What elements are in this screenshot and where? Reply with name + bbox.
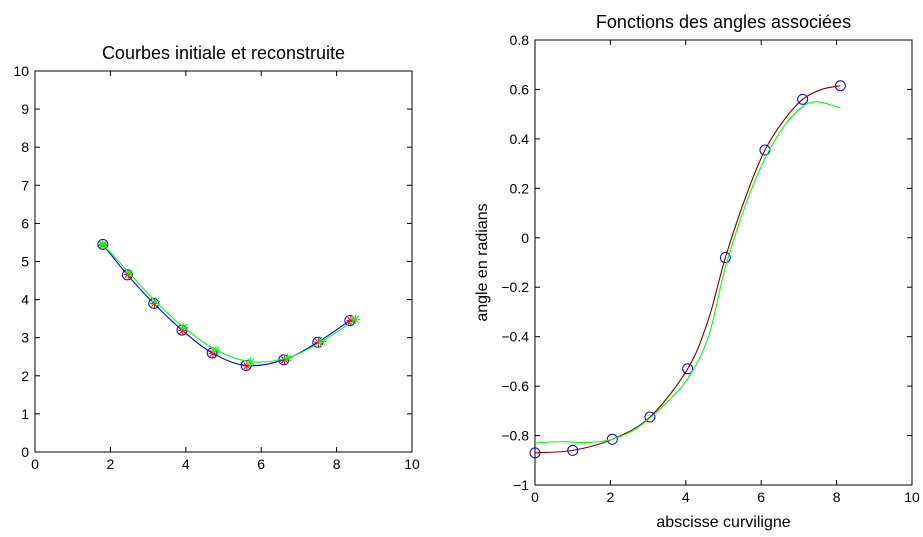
y-tick-label: −0.2 <box>501 279 529 295</box>
star-stroke <box>125 269 133 277</box>
y-tick-label: 8 <box>21 139 29 155</box>
data-point-star <box>98 239 108 249</box>
chart-angles: Fonctions des angles associées 0 2 4 6 8 10 −1 −… <box>474 12 920 531</box>
y-tick-label: 4 <box>21 292 29 308</box>
y-tick-label: 1 <box>21 406 29 422</box>
data-point-star <box>350 314 360 324</box>
x-tick-label: 0 <box>531 489 539 505</box>
data-point-star <box>179 322 189 332</box>
data-point-circle <box>682 363 694 375</box>
star-stroke <box>247 358 255 366</box>
y-tick-label: −0.6 <box>501 378 529 394</box>
data-point-star <box>246 357 256 367</box>
y-tick-label: 0 <box>521 230 529 246</box>
star-stroke <box>99 240 107 248</box>
y-tick-label: 3 <box>21 330 29 346</box>
x-tick-label: 8 <box>833 489 841 505</box>
star-stroke <box>152 297 160 306</box>
data-point-star <box>317 337 327 347</box>
y-tick-label: 10 <box>13 63 29 79</box>
chart-curves: Courbes initiale et reconstruite 0 2 4 6 8 10 0… <box>13 43 420 472</box>
star-stroke <box>180 323 188 331</box>
y-tick-label: 0.6 <box>510 81 530 97</box>
y-tick-label: 2 <box>21 368 29 384</box>
x-tick-label: 6 <box>757 489 765 505</box>
x-tick-label: 4 <box>182 456 190 472</box>
y-tick-label: −1 <box>513 477 529 493</box>
chart-title: Fonctions des angles associées <box>596 12 851 32</box>
y-tick-label: 0.4 <box>510 131 530 147</box>
star-stroke <box>212 346 220 354</box>
y-tick-label: 6 <box>21 215 29 231</box>
x-tick-label: 10 <box>904 489 920 505</box>
data-point-circle <box>567 444 579 456</box>
data-point-circle <box>719 252 731 264</box>
data-point-circle <box>797 93 809 105</box>
data-point-circle <box>606 433 618 445</box>
chart-title: Courbes initiale et reconstruite <box>102 43 345 63</box>
star-stroke <box>317 337 326 346</box>
data-point-star <box>151 297 161 307</box>
x-tick-label: 2 <box>607 489 615 505</box>
star-stroke <box>351 315 359 323</box>
data-point-circle <box>834 80 846 92</box>
data-point-star <box>283 353 293 363</box>
y-tick-label: 7 <box>21 177 29 193</box>
x-tick-label: 8 <box>333 456 341 472</box>
data-point-star <box>211 345 221 355</box>
y-tick-label: −0.4 <box>501 329 529 345</box>
y-tick-label: −0.8 <box>501 428 529 444</box>
data-point-circle <box>644 411 656 423</box>
y-tick-label: 0 <box>21 444 29 460</box>
axes-box <box>34 70 413 453</box>
x-tick-label: 0 <box>31 456 39 472</box>
series-line <box>534 101 841 444</box>
y-axis-label: angle en radians <box>474 203 491 321</box>
x-axis-label: abscisse curviligne <box>656 514 790 531</box>
y-tick-label: 5 <box>21 254 29 270</box>
y-tick-label: 0.2 <box>510 180 530 196</box>
x-tick-label: 2 <box>107 456 115 472</box>
y-tick-label: 0.8 <box>510 32 530 48</box>
star-stroke <box>284 354 292 362</box>
y-tick-label: 9 <box>21 101 29 117</box>
x-tick-label: 4 <box>682 489 690 505</box>
x-tick-label: 6 <box>257 456 265 472</box>
star-stroke <box>347 317 355 325</box>
data-point-star <box>124 268 134 278</box>
x-tick-label: 10 <box>404 456 420 472</box>
